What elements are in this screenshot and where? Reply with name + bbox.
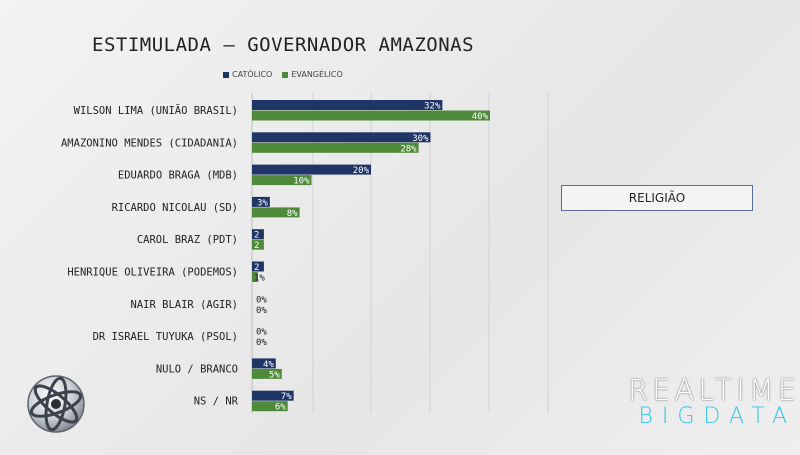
data-label: 1% — [254, 274, 265, 284]
bar-evangelico — [252, 368, 282, 379]
legend-label-evangelico: EVANGÉLICO — [291, 70, 343, 79]
bar-catolico — [252, 261, 264, 272]
bar-evangelico — [252, 239, 264, 250]
data-label: 30% — [412, 134, 429, 144]
category-label: NS / NR — [194, 396, 239, 408]
legend-swatch-evangelico — [282, 71, 289, 78]
data-label: 5% — [269, 370, 280, 380]
category-label: WILSON LIMA (UNIÃO BRASIL) — [74, 104, 238, 117]
legend-label-catolico: CATÓLICO — [232, 70, 273, 79]
data-label: 0% — [256, 328, 267, 338]
brand-realtime: REALTIME — [628, 373, 800, 407]
data-label: 2 — [254, 241, 259, 251]
bar-evangelico — [252, 207, 300, 218]
bar-catolico — [252, 358, 276, 369]
bar-catolico — [252, 390, 294, 401]
record-logo-icon — [27, 375, 85, 433]
legend-swatch-catolico — [223, 71, 229, 78]
data-label: 0% — [256, 306, 267, 316]
category-label: CAROL BRAZ (PDT) — [137, 234, 238, 246]
chart-title: ESTIMULADA – GOVERNADOR AMAZONAS — [92, 34, 475, 56]
data-label: 6% — [275, 403, 286, 413]
data-label: 4% — [263, 360, 274, 370]
category-label: RICARDO NICOLAU (SD) — [112, 202, 238, 214]
bar-evangelico — [252, 401, 288, 412]
category-label: DR ISRAEL TUYUKA (PSOL) — [93, 331, 238, 343]
bar-catolico — [252, 132, 431, 143]
data-label: 0% — [256, 295, 267, 305]
bar-catolico — [252, 164, 371, 175]
data-label: 40% — [472, 112, 489, 122]
legend-item-catolico: CATÓLICO — [223, 70, 272, 79]
data-label: 32% — [424, 102, 441, 112]
bar-catolico — [252, 100, 443, 110]
legend: CATÓLICO EVANGÉLICO — [223, 70, 343, 79]
religiao-label: RELIGIÃO — [628, 191, 686, 205]
data-label: 8% — [287, 209, 298, 219]
data-label: 0% — [256, 338, 267, 348]
data-label: 7% — [281, 392, 292, 402]
category-label: EDUARDO BRAGA (MDB) — [118, 170, 238, 182]
realtime-bigdata-logo: REALTIME BIGDATA — [628, 376, 800, 429]
bar-evangelico — [252, 175, 312, 186]
category-label: HENRIQUE OLIVEIRA (PODEMOS) — [67, 267, 238, 279]
data-label: 28% — [400, 144, 417, 154]
category-label: NAIR BLAIR (AGIR) — [131, 299, 238, 311]
data-label: 2 — [254, 231, 259, 241]
data-label: 10% — [293, 177, 310, 187]
category-label: NULO / BRANCO — [156, 363, 238, 375]
bar-catolico — [252, 196, 270, 207]
bar-evangelico — [252, 110, 490, 121]
bar-evangelico — [252, 142, 419, 153]
bar-evangelico — [252, 272, 258, 282]
bar-catolico — [252, 229, 264, 240]
category-label: AMAZONINO MENDES (CIDADANIA) — [61, 137, 238, 149]
data-label: 20% — [353, 166, 370, 176]
data-label: 3% — [257, 198, 268, 208]
religiao-filter-box[interactable]: RELIGIÃO — [561, 185, 753, 211]
data-label: 2 — [254, 263, 259, 273]
brand-bigdata: BIGDATA — [638, 404, 797, 429]
legend-item-evangelico: EVANGÉLICO — [282, 70, 343, 79]
